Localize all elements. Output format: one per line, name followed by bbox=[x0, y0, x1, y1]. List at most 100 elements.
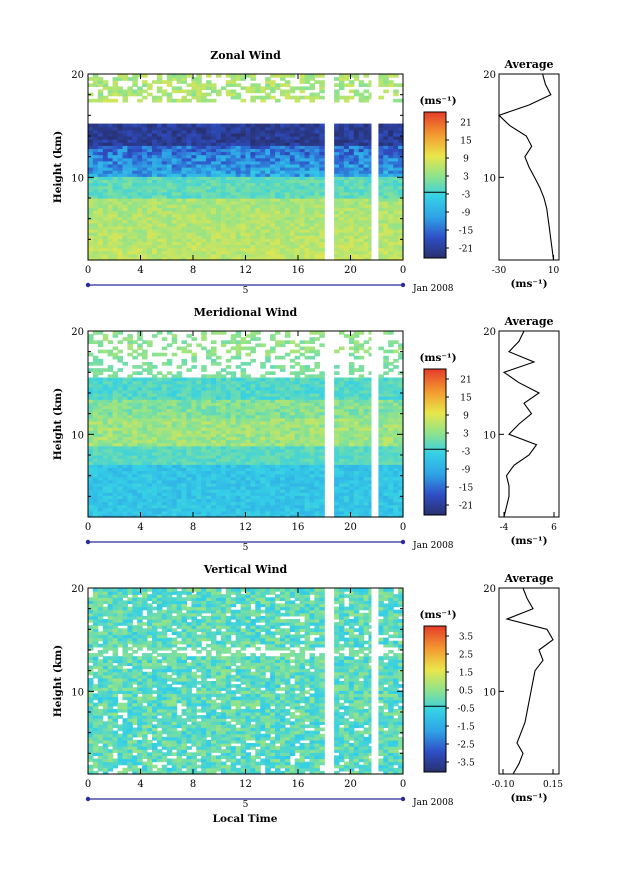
heatmap-cell bbox=[102, 256, 109, 261]
heatmap-cell bbox=[92, 389, 99, 394]
heatmap-cell bbox=[270, 142, 276, 146]
heatmap-cell bbox=[319, 188, 325, 193]
heatmap-cell bbox=[127, 408, 133, 413]
heatmap-cell bbox=[122, 244, 128, 249]
heatmap-cell bbox=[92, 157, 99, 162]
heatmap-cell bbox=[142, 489, 148, 493]
heatmap-cell bbox=[255, 167, 261, 171]
heatmap-cell bbox=[216, 151, 222, 156]
heatmap-cell bbox=[235, 232, 242, 236]
heatmap-cell bbox=[112, 470, 119, 475]
heatmap-cell bbox=[191, 507, 197, 512]
heatmap-cell bbox=[211, 417, 217, 422]
heatmap-cell bbox=[137, 194, 143, 199]
heatmap-cell bbox=[339, 173, 345, 177]
heatmap-cell bbox=[260, 142, 266, 146]
heatmap-cell bbox=[137, 414, 143, 419]
heatmap-cell bbox=[368, 163, 374, 168]
heatmap-cell bbox=[186, 507, 192, 512]
heatmap-cell bbox=[186, 448, 192, 453]
heatmap-cell bbox=[97, 340, 104, 344]
heatmap-cell bbox=[156, 219, 163, 224]
heatmap-cell bbox=[161, 337, 168, 341]
heatmap-cell bbox=[181, 393, 187, 397]
heatmap-cell bbox=[299, 95, 306, 100]
heatmap-cell bbox=[201, 250, 207, 255]
heatmap-cell bbox=[363, 154, 370, 159]
heatmap-cell bbox=[102, 420, 109, 425]
heatmap-cell bbox=[142, 473, 148, 478]
heatmap-cell bbox=[211, 501, 217, 506]
heatmap-cell bbox=[378, 77, 384, 81]
heatmap-cell bbox=[161, 411, 168, 416]
heatmap-cell bbox=[181, 358, 187, 363]
heatmap-cell bbox=[289, 160, 296, 165]
heatmap-cell bbox=[216, 504, 222, 509]
heatmap-cell bbox=[388, 229, 394, 233]
heatmap-cell bbox=[152, 451, 158, 456]
heatmap-cell bbox=[206, 439, 212, 444]
heatmap-cell bbox=[171, 476, 178, 481]
heatmap-cell bbox=[230, 467, 237, 472]
heatmap-cell bbox=[97, 411, 104, 416]
heatmap-cell bbox=[127, 343, 133, 348]
heatmap-cell bbox=[250, 142, 256, 146]
heatmap-cell bbox=[171, 507, 178, 512]
heatmap-cell bbox=[137, 492, 143, 496]
heatmap-cell bbox=[284, 256, 291, 261]
heatmap-cell bbox=[353, 123, 360, 128]
heatmap-cell bbox=[107, 386, 114, 391]
heatmap-cell bbox=[112, 163, 119, 168]
heatmap-cell bbox=[334, 201, 340, 205]
heatmap-cell bbox=[186, 247, 192, 252]
heatmap-cell bbox=[250, 377, 256, 382]
colorbar-tick-label: 3 bbox=[463, 173, 469, 183]
heatmap-cell bbox=[156, 129, 163, 134]
heatmap-cell bbox=[319, 83, 325, 87]
heatmap-cell bbox=[88, 430, 94, 434]
heatmap-cell bbox=[171, 417, 178, 422]
heatmap-cell bbox=[319, 173, 325, 177]
heatmap-cell bbox=[161, 235, 168, 239]
heatmap-cell bbox=[353, 210, 360, 215]
heatmap-cell bbox=[102, 80, 109, 84]
heatmap-cell bbox=[216, 498, 222, 503]
heatmap-cell bbox=[216, 389, 222, 394]
heatmap-cell bbox=[186, 405, 192, 410]
heatmap-cell bbox=[112, 185, 119, 190]
heatmap-cell bbox=[309, 132, 315, 137]
heatmap-cell bbox=[176, 417, 183, 422]
heatmap-cell bbox=[270, 188, 276, 193]
heatmap-cell bbox=[289, 188, 296, 193]
heatmap-cell bbox=[368, 154, 374, 159]
heatmap-cell bbox=[255, 132, 261, 137]
heatmap-cell bbox=[299, 151, 306, 156]
heatmap-cell bbox=[201, 439, 207, 444]
heatmap-cell bbox=[334, 154, 340, 159]
heatmap-cell bbox=[334, 163, 340, 168]
heatmap-cell bbox=[339, 191, 345, 196]
heatmap-cell bbox=[176, 256, 183, 261]
heatmap-cell bbox=[398, 198, 404, 202]
heatmap-cell bbox=[196, 132, 202, 137]
heatmap-cell bbox=[206, 349, 212, 354]
heatmap-cell bbox=[102, 470, 109, 475]
heatmap-cell bbox=[92, 368, 99, 372]
heatmap-cell bbox=[299, 77, 306, 81]
heatmap-cell bbox=[255, 170, 261, 174]
heatmap-cell bbox=[166, 235, 173, 239]
heatmap-cell bbox=[250, 145, 256, 149]
heatmap-cell bbox=[171, 377, 178, 382]
heatmap-cell bbox=[220, 417, 227, 422]
heatmap-cell bbox=[260, 170, 266, 174]
heatmap-cell bbox=[339, 154, 345, 159]
heatmap-cell bbox=[127, 492, 133, 496]
heatmap-cell bbox=[166, 510, 173, 515]
heatmap-cell bbox=[368, 247, 374, 252]
heatmap-cell bbox=[368, 176, 374, 180]
heatmap-cell bbox=[235, 176, 242, 180]
heatmap-cell bbox=[137, 157, 143, 162]
heatmap-cell bbox=[147, 250, 153, 255]
heatmap-cell bbox=[245, 424, 251, 428]
heatmap-cell bbox=[191, 191, 197, 196]
